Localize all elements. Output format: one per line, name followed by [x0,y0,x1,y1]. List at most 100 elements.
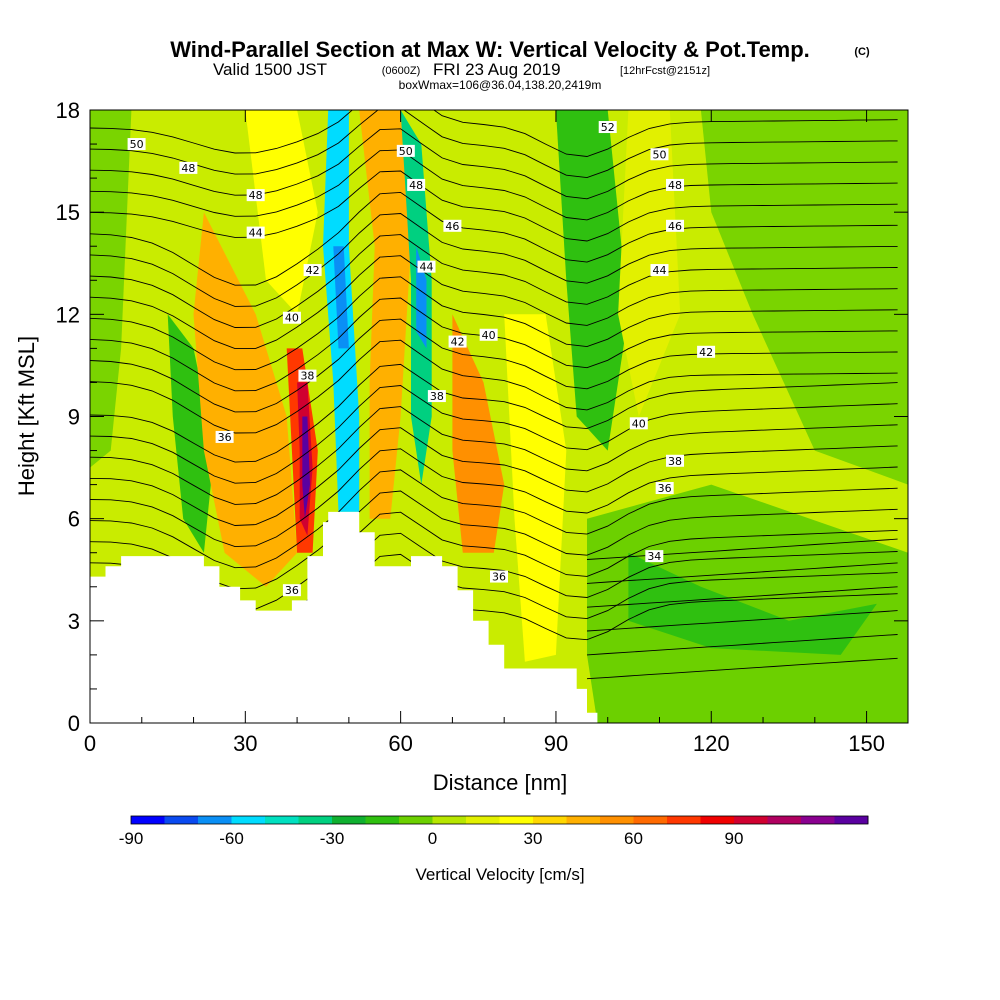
colorbar-swatch [231,816,266,824]
fill-darkgreen-left [167,314,215,553]
theta-contour [90,276,898,371]
fill-yellow-right2 [618,110,681,417]
fill-orange-mid [359,110,411,519]
colorbar-tick-label: 60 [624,829,643,848]
contour-label: 50 [650,148,669,161]
colorbar-swatch [399,816,433,824]
fill-green-mid-right [555,110,629,451]
plot-area: 50 48 48 44 42 40 38 36 36 50 48 46 44 42 40 38 36 52 50 48… [90,110,908,723]
theta-contour [90,128,898,200]
contour-label: 52 [598,121,617,134]
colorbar-title: Vertical Velocity [cm/s] [415,865,584,884]
colorbar-tick-label: 30 [524,829,543,848]
fill-downdraft-1-core [333,246,349,349]
colorbar-tick-label: -90 [119,829,144,848]
valid-zulu: (0600Z) [382,65,421,77]
contour-label: 38 [427,390,446,403]
theta-contour [90,448,898,548]
theta-contour [90,191,898,286]
contour-label: 36 [655,482,674,495]
contour-label: 48 [407,178,426,192]
y-axis-label: Height [Kft MSL] [14,336,39,496]
colorbar-swatch [164,816,199,824]
colorbar-swatch [332,816,366,824]
contour-label-text: 48 [409,179,423,192]
contour-label-text: 46 [668,220,682,233]
contour-label: 44 [246,226,265,240]
y-tick-label: 18 [56,98,80,123]
theta-contour [90,469,898,569]
fill-orange-right [452,314,505,553]
contour-label-text: 38 [430,390,444,403]
contour-label-text: 42 [699,346,713,359]
theta-contour [90,255,898,350]
contour-label-text: 34 [647,550,661,563]
y-tick-label: 0 [68,711,80,736]
contour-label-text: 52 [601,121,615,134]
colorbar-tick-label: -30 [320,829,345,848]
y-tick-label: 12 [56,302,80,327]
colorbar-swatch [600,816,634,824]
colorbar-swatch [198,816,232,824]
contour-label: 44 [650,264,669,277]
contour-label: 48 [179,161,198,175]
contour-label-text: 36 [658,482,672,495]
contour-label: 40 [479,328,498,342]
x-tick-label: 0 [84,731,96,756]
colorbar-swatch [499,816,534,824]
fill-updraft-core [302,416,310,519]
contour-label-text: 46 [445,220,459,233]
x-tick-label: 120 [693,731,730,756]
contour-label: 38 [298,369,317,383]
colorbar-swatch [533,816,567,824]
contour-label-text: 44 [249,227,263,240]
contour-label-text: 40 [632,417,646,430]
contour-label-text: 42 [306,264,320,277]
theta-contour [586,586,898,608]
y-tick-label: 15 [56,200,80,225]
contour-label-text: 44 [420,261,434,274]
contour-label-text: 48 [668,179,682,192]
fill-green-left [90,110,132,468]
theta-contour [90,149,898,221]
contour-label-text: 38 [668,455,682,468]
theta-contour [90,110,898,157]
colorbar-swatch [466,816,500,824]
contour-label-text: 50 [130,138,144,151]
colorbar-swatch [801,816,835,824]
box-info: boxWmax=106@36.04,138.20,2419m [399,78,602,92]
contour-label: 34 [645,550,664,563]
contour-label: 42 [697,345,716,359]
valid-prefix: Valid 1500 JST [213,60,327,79]
colorbar-swatch [767,816,802,824]
contour-label: 42 [303,264,322,277]
colorbar-swatch [734,816,768,824]
colorbar-swatch [265,816,299,824]
theta-contour [90,318,898,413]
contour-label-text: 36 [285,584,299,597]
theta-contour [90,427,898,526]
contour-label-text: 36 [218,431,232,444]
theta-contour [90,213,898,307]
contour-label-text: 48 [249,189,263,202]
contour-label: 38 [666,454,685,468]
x-axis-label: Distance [nm] [433,770,568,795]
x-tick-label: 90 [544,731,568,756]
contour-label-text: 40 [482,329,496,342]
colorbar-tick-label: 90 [725,829,744,848]
contour-label: 44 [417,260,436,274]
contour-label: 36 [215,430,234,444]
contour-label: 36 [282,584,301,597]
theta-contour [90,406,898,505]
fill-darkgreen-low [628,552,877,655]
theta-contour [586,538,898,560]
contour-label-text: 48 [181,162,195,175]
colorbar-tick-label: -60 [219,829,244,848]
colorbar-swatch [432,816,467,824]
theta-contour [90,490,898,590]
x-tick-label: 30 [233,731,257,756]
velocity-fill-layer [90,110,908,723]
colorbar-swatch [633,816,668,824]
contour-label: 36 [490,570,508,584]
